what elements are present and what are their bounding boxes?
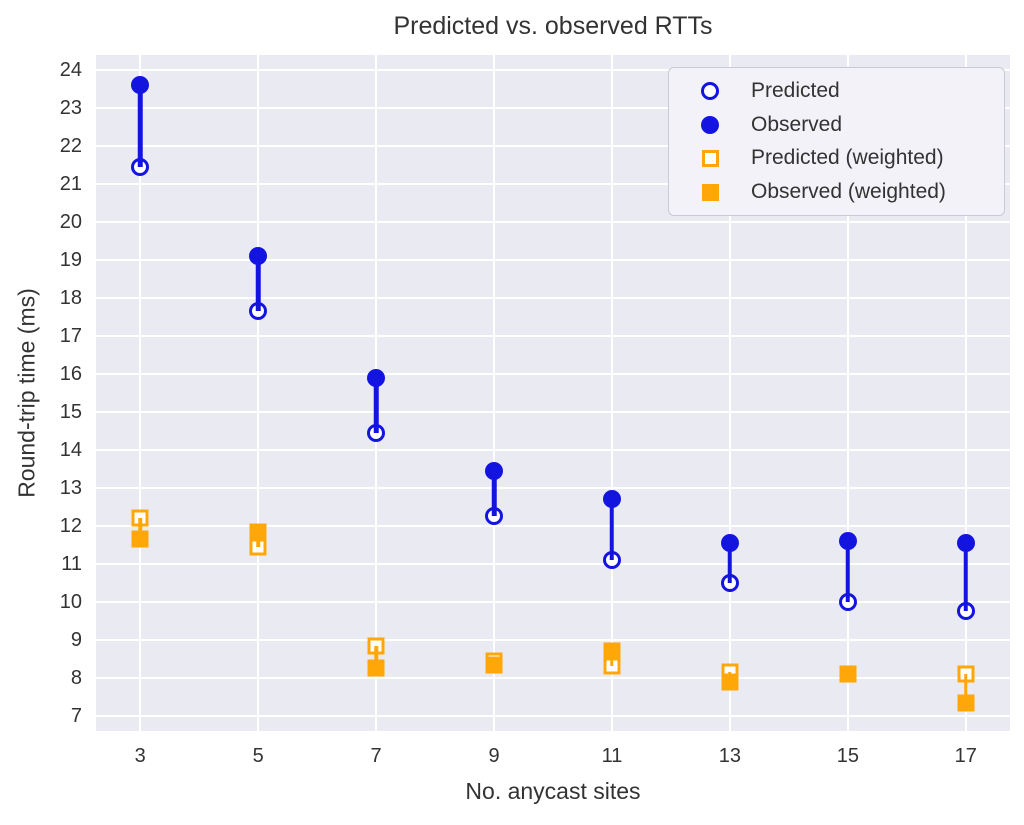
gridline-y <box>96 714 1010 717</box>
y-tick-label: 18 <box>59 287 82 310</box>
legend-marker-box <box>691 81 729 100</box>
y-tick-label: 21 <box>59 173 82 196</box>
filled-circle-icon <box>701 115 719 134</box>
gridline-x <box>493 55 496 731</box>
gridline-x <box>139 55 142 731</box>
stem-line <box>491 470 497 517</box>
legend: Predicted Observed Predicted (weighted) Obs… <box>668 67 1005 216</box>
y-axis-label: Round-trip time (ms) <box>13 288 40 498</box>
filled-circle-marker <box>838 532 857 551</box>
legend-label: Observed (weighted) <box>751 180 946 204</box>
gridline-y <box>96 638 1010 641</box>
legend-label: Predicted (weighted) <box>751 146 944 170</box>
y-tick-label: 9 <box>70 628 82 651</box>
x-tick-label: 3 <box>134 745 146 767</box>
gridline-x <box>610 55 613 731</box>
y-tick-label: 24 <box>59 59 82 82</box>
legend-label: Predicted <box>751 78 840 102</box>
filled-square-marker <box>131 530 149 548</box>
gridline-y <box>96 410 1010 413</box>
legend-item: Observed <box>669 108 1004 141</box>
gridline-y <box>96 183 1010 186</box>
y-tick-label: 7 <box>70 704 82 727</box>
stem-line <box>137 85 143 168</box>
gridline-x <box>257 55 260 731</box>
legend-item: Predicted <box>669 74 1004 107</box>
filled-circle-marker <box>249 247 268 266</box>
x-tick-label: 17 <box>954 745 977 767</box>
y-tick-label: 13 <box>59 476 82 499</box>
filled-circle-marker <box>485 461 504 480</box>
y-tick-label: 10 <box>59 590 82 613</box>
y-tick-label: 12 <box>59 514 82 537</box>
gridline-y <box>96 259 1010 262</box>
gridline-x <box>846 55 849 731</box>
legend-item: Predicted (weighted) <box>669 142 1004 175</box>
filled-square-marker <box>485 656 503 674</box>
x-tick-label: 11 <box>601 745 623 767</box>
stem-line <box>845 541 851 602</box>
y-tick-label: 14 <box>59 438 82 461</box>
gridline-y <box>96 107 1010 110</box>
x-tick-label: 7 <box>370 745 382 767</box>
y-tick-label: 23 <box>59 97 82 120</box>
y-tick-label: 17 <box>59 325 82 348</box>
x-tick-label: 15 <box>836 745 859 767</box>
x-tick-label: 9 <box>488 745 500 767</box>
filled-square-marker <box>721 673 739 691</box>
gridline-y <box>96 297 1010 300</box>
filled-circle-marker <box>602 490 621 509</box>
stem-line <box>727 543 733 583</box>
legend-marker-box <box>691 115 729 134</box>
open-circle-icon <box>701 81 719 100</box>
gridline-y <box>96 600 1010 603</box>
gridline-y <box>96 524 1010 527</box>
stem-line <box>373 377 379 433</box>
filled-square-marker <box>249 523 267 541</box>
gridline-y <box>96 373 1010 375</box>
stem-line <box>374 645 378 669</box>
y-tick-label: 22 <box>59 135 82 158</box>
filled-square-icon <box>701 183 719 201</box>
gridline-y <box>96 69 1010 72</box>
y-tick-label: 20 <box>59 211 82 234</box>
open-square-icon <box>701 149 719 167</box>
filled-square-marker <box>603 642 621 660</box>
y-tick-label: 11 <box>61 552 82 575</box>
stem-line <box>964 674 968 703</box>
stem-line <box>255 256 261 312</box>
gridline-x <box>964 55 967 731</box>
stem-line <box>138 518 142 540</box>
legend-label: Observed <box>751 112 843 136</box>
filled-circle-marker <box>131 76 150 95</box>
filled-square-marker <box>367 659 385 677</box>
gridline-y <box>96 221 1010 224</box>
gridline-y <box>96 335 1010 338</box>
y-tick-label: 15 <box>59 400 82 423</box>
x-axis-label: No. anycast sites <box>465 778 641 804</box>
legend-item: Observed (weighted) <box>669 176 1004 209</box>
filled-square-marker <box>957 694 975 712</box>
gridline-y <box>96 448 1010 451</box>
y-tick-label: 16 <box>59 363 82 385</box>
gridline-y <box>96 562 1010 565</box>
y-tick-label: 19 <box>59 249 82 272</box>
stem-line <box>963 543 969 612</box>
filled-circle-marker <box>367 368 386 387</box>
gridline-y <box>96 676 1010 679</box>
gridline-y <box>96 486 1010 489</box>
y-tick-label: 8 <box>70 666 82 689</box>
filled-circle-marker <box>956 534 975 552</box>
legend-marker-box <box>691 183 729 201</box>
x-tick-label: 5 <box>252 745 264 767</box>
gridline-y <box>96 145 1010 148</box>
filled-circle-marker <box>720 534 739 552</box>
chart-title: Predicted vs. observed RTTs <box>393 12 713 40</box>
filled-square-marker <box>839 665 857 683</box>
x-tick-label: 13 <box>718 745 742 767</box>
gridline-x <box>728 55 731 731</box>
legend-marker-box <box>691 149 729 167</box>
stem-line <box>609 499 615 561</box>
